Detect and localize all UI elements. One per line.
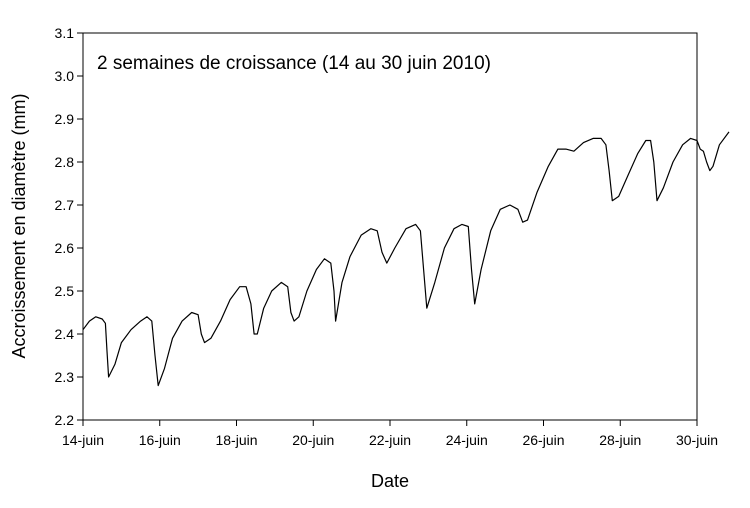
y-tick-label: 3.1	[55, 25, 75, 41]
y-tick-label: 2.9	[55, 111, 75, 127]
x-axis-ticks: 14-juin 16-juin 18-juin 20-juin 22-juin 24-ju…	[62, 420, 718, 448]
x-axis-title: Date	[371, 471, 409, 491]
x-tick-label: 24-juin	[446, 432, 488, 448]
y-tick-label: 2.6	[55, 240, 75, 256]
y-axis-title: Accroissement en diamètre (mm)	[9, 93, 29, 358]
y-tick-label: 2.2	[55, 412, 75, 428]
y-tick-label: 2.8	[55, 154, 75, 170]
plot-frame	[82, 32, 698, 421]
x-tick-label: 26-juin	[522, 432, 564, 448]
y-tick-label: 3.0	[55, 68, 75, 84]
chart-annotation: 2 semaines de croissance (14 au 30 juin …	[97, 53, 491, 74]
x-tick-label: 28-juin	[599, 432, 641, 448]
x-tick-label: 16-juin	[139, 432, 181, 448]
x-tick-label: 14-juin	[62, 432, 104, 448]
x-tick-label: 20-juin	[292, 432, 334, 448]
y-axis-ticks: 2.2 2.3 2.4 2.5 2.6 2.7 2.8 2.9 3.0 3.1	[55, 25, 83, 428]
y-tick-label: 2.5	[55, 283, 75, 299]
y-tick-label: 2.7	[55, 197, 75, 213]
y-tick-label: 2.4	[55, 326, 75, 342]
x-tick-label: 30-juin	[676, 432, 718, 448]
y-tick-label: 2.3	[55, 369, 75, 385]
x-tick-label: 22-juin	[369, 432, 411, 448]
growth-series-line	[82, 131, 730, 387]
x-tick-label: 18-juin	[215, 432, 257, 448]
